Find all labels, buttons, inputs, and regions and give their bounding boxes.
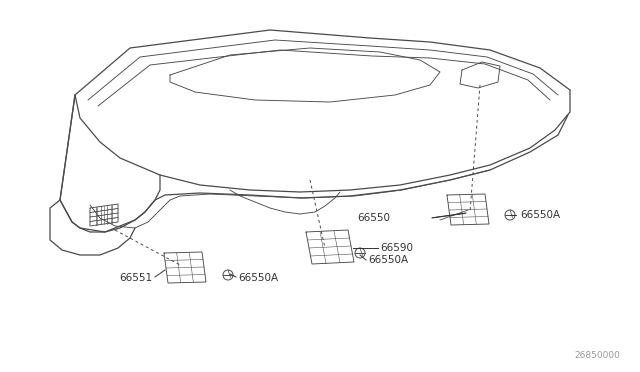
Text: 66590: 66590: [380, 243, 413, 253]
Text: 66551: 66551: [119, 273, 152, 283]
Text: 26850000: 26850000: [574, 351, 620, 360]
Text: 66550: 66550: [357, 213, 390, 223]
Text: 66550A: 66550A: [368, 255, 408, 265]
Text: 66550A: 66550A: [238, 273, 278, 283]
Text: 66550A: 66550A: [520, 210, 560, 220]
